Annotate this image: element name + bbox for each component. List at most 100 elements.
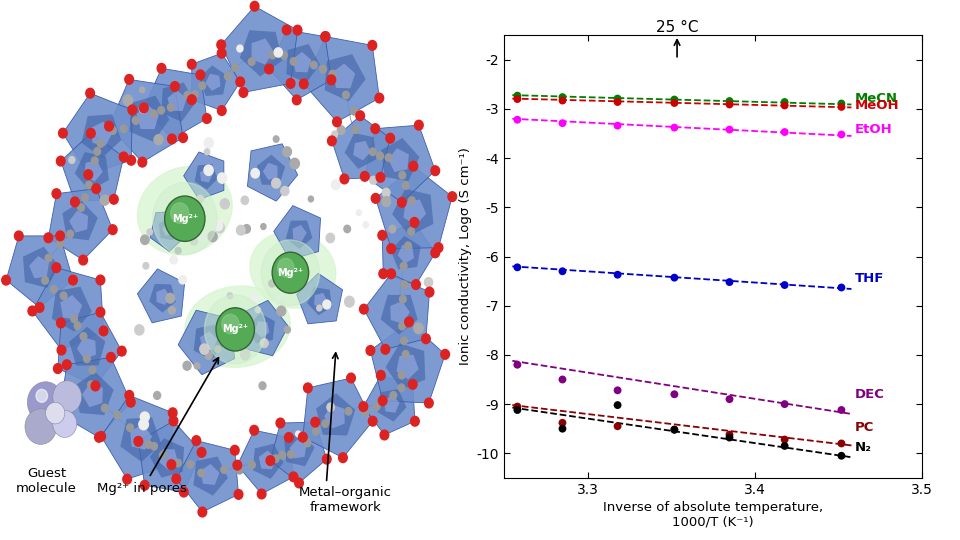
Circle shape — [425, 287, 434, 297]
Circle shape — [345, 408, 351, 415]
Point — [777, 400, 792, 408]
Circle shape — [283, 147, 292, 157]
Polygon shape — [150, 211, 187, 252]
Circle shape — [167, 460, 176, 469]
Circle shape — [398, 322, 405, 330]
Polygon shape — [158, 218, 179, 240]
Polygon shape — [60, 133, 124, 202]
Circle shape — [236, 225, 245, 235]
Circle shape — [145, 441, 152, 448]
Circle shape — [376, 370, 385, 380]
Circle shape — [362, 408, 369, 416]
Circle shape — [385, 154, 392, 161]
Circle shape — [138, 157, 147, 167]
Polygon shape — [149, 284, 176, 313]
Point — [722, 97, 737, 105]
Polygon shape — [248, 313, 275, 343]
Circle shape — [375, 93, 384, 103]
Circle shape — [100, 195, 109, 205]
Circle shape — [323, 454, 331, 464]
Circle shape — [109, 194, 118, 204]
Circle shape — [265, 64, 274, 74]
Circle shape — [410, 219, 417, 226]
Circle shape — [378, 396, 387, 406]
Circle shape — [194, 363, 200, 369]
Circle shape — [282, 25, 291, 35]
Circle shape — [277, 263, 283, 269]
Circle shape — [187, 461, 194, 468]
Polygon shape — [199, 65, 227, 96]
Circle shape — [276, 418, 285, 428]
Circle shape — [204, 149, 209, 155]
Circle shape — [165, 196, 205, 241]
Circle shape — [259, 382, 266, 389]
Point — [833, 283, 849, 292]
Circle shape — [323, 300, 331, 309]
Circle shape — [241, 196, 249, 205]
Point — [510, 406, 525, 414]
Point — [555, 267, 570, 275]
Circle shape — [107, 353, 115, 362]
Point — [722, 395, 737, 403]
Ellipse shape — [185, 286, 290, 367]
Circle shape — [123, 95, 132, 105]
Polygon shape — [392, 189, 433, 236]
Circle shape — [350, 107, 357, 115]
Circle shape — [275, 296, 280, 302]
Circle shape — [97, 140, 104, 147]
Point — [777, 101, 792, 110]
Circle shape — [233, 460, 242, 470]
Circle shape — [360, 172, 369, 181]
Polygon shape — [258, 450, 276, 469]
Point — [666, 123, 682, 132]
Circle shape — [249, 58, 255, 65]
Circle shape — [157, 106, 164, 114]
Point — [666, 273, 682, 282]
Polygon shape — [237, 430, 294, 494]
Circle shape — [313, 428, 320, 435]
Point — [610, 386, 625, 395]
Polygon shape — [271, 422, 326, 483]
Circle shape — [171, 203, 189, 223]
Polygon shape — [391, 301, 410, 324]
Circle shape — [370, 148, 376, 156]
Circle shape — [221, 466, 228, 474]
Text: EtOH: EtOH — [854, 123, 893, 136]
Text: PC: PC — [854, 421, 875, 434]
Circle shape — [389, 225, 396, 233]
Circle shape — [409, 161, 418, 171]
Circle shape — [69, 275, 78, 285]
Circle shape — [187, 95, 196, 105]
Circle shape — [125, 75, 133, 84]
Circle shape — [272, 178, 280, 188]
Point — [777, 98, 792, 106]
Circle shape — [91, 157, 98, 165]
Circle shape — [187, 59, 196, 69]
Point — [666, 99, 682, 107]
Circle shape — [359, 402, 368, 411]
Circle shape — [408, 380, 417, 389]
Point — [610, 422, 625, 430]
Polygon shape — [29, 256, 49, 278]
Circle shape — [179, 275, 186, 284]
Circle shape — [94, 148, 101, 156]
Circle shape — [269, 280, 276, 287]
Circle shape — [74, 322, 81, 329]
Polygon shape — [286, 220, 312, 249]
Circle shape — [218, 173, 227, 183]
Circle shape — [405, 317, 414, 327]
Circle shape — [431, 248, 440, 258]
Circle shape — [168, 134, 177, 144]
Circle shape — [184, 91, 191, 99]
Polygon shape — [131, 425, 152, 450]
Circle shape — [52, 263, 60, 273]
Circle shape — [337, 126, 345, 134]
Point — [510, 116, 525, 124]
Circle shape — [274, 136, 279, 142]
Circle shape — [179, 133, 187, 143]
Circle shape — [139, 87, 145, 93]
Circle shape — [197, 448, 205, 457]
Circle shape — [251, 2, 259, 11]
Circle shape — [399, 171, 406, 179]
Circle shape — [85, 89, 94, 98]
